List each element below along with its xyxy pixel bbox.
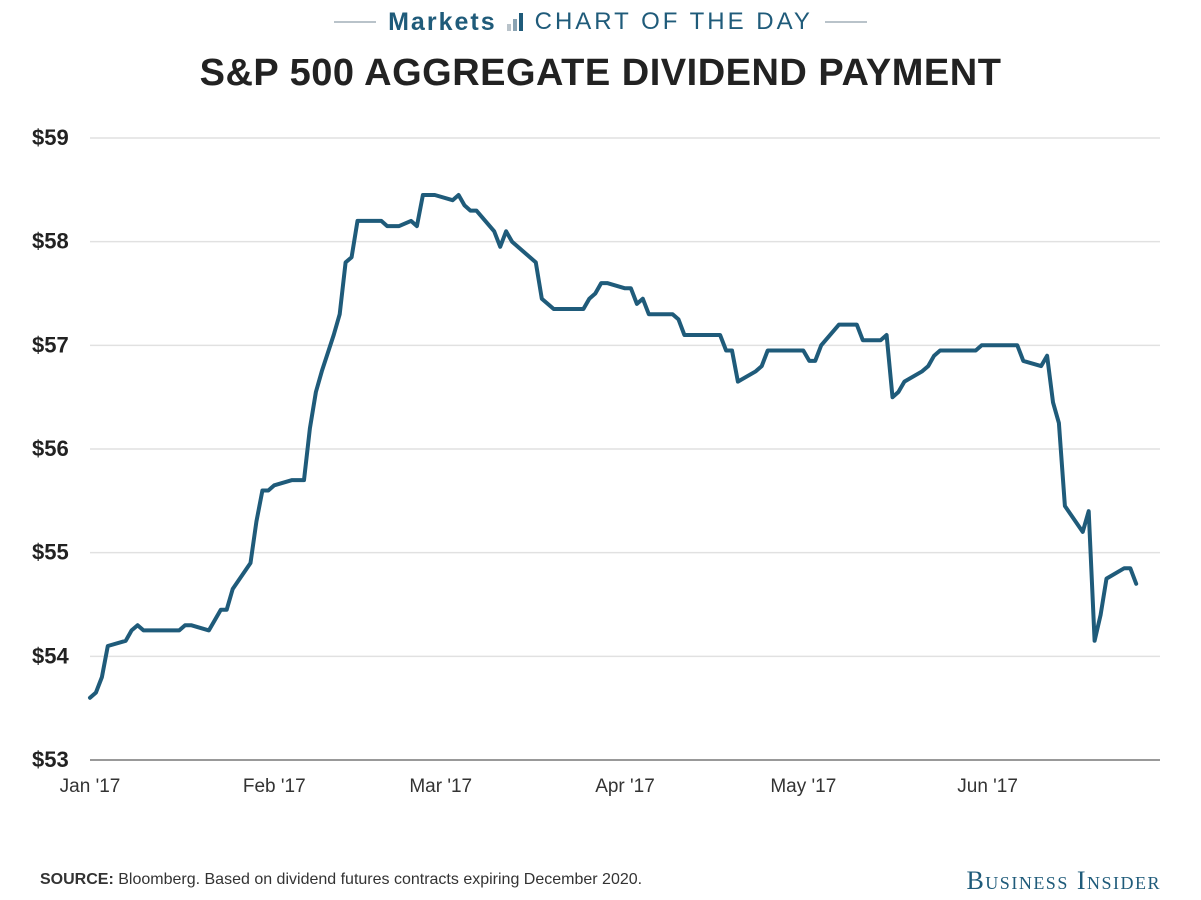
series-layer	[88, 193, 1139, 700]
kicker-chart-of-the-day-label: CHART OF THE DAY	[534, 8, 813, 35]
y-tick-label: $59	[32, 125, 69, 150]
x-tick-label: Mar '17	[409, 776, 472, 797]
y-tick-layer: $53 $54 $55 $56 $57 $58 $59	[32, 125, 69, 772]
y-tick-label: $54	[32, 643, 69, 668]
source-label: SOURCE:	[40, 871, 114, 888]
source-text: Bloomberg. Based on dividend futures con…	[118, 871, 643, 888]
y-tick-label: $55	[32, 540, 69, 565]
brand-logo: Business Insider	[966, 866, 1161, 895]
bar-chart-icon	[506, 13, 523, 31]
x-tick-layer: Jan '17 Feb '17 Mar '17 Apr '17 May '17 Jun '…	[60, 776, 1018, 797]
x-tick-label: Feb '17	[243, 776, 306, 797]
series-line	[88, 193, 1139, 700]
kicker-left-rule	[334, 21, 377, 23]
y-tick-label: $58	[32, 229, 69, 254]
y-tick-label: $56	[32, 436, 69, 461]
x-tick-label: Jun '17	[957, 776, 1018, 797]
y-tick-label: $53	[32, 747, 69, 772]
kicker-right-rule	[824, 21, 867, 23]
chart-title: S&P 500 AGGREGATE DIVIDEND PAYMENT	[199, 52, 1002, 94]
kicker-markets-label: Markets	[388, 7, 497, 36]
grid-layer	[90, 137, 1160, 761]
y-tick-label: $57	[32, 332, 69, 357]
x-tick-label: May '17	[770, 776, 836, 797]
chart-kicker: Markets CHART OF THE DAY	[0, 6, 1201, 38]
source-note: SOURCE: Bloomberg. Based on dividend fut…	[40, 871, 642, 889]
x-tick-label: Jan '17	[60, 776, 121, 797]
x-tick-label: Apr '17	[595, 776, 655, 797]
